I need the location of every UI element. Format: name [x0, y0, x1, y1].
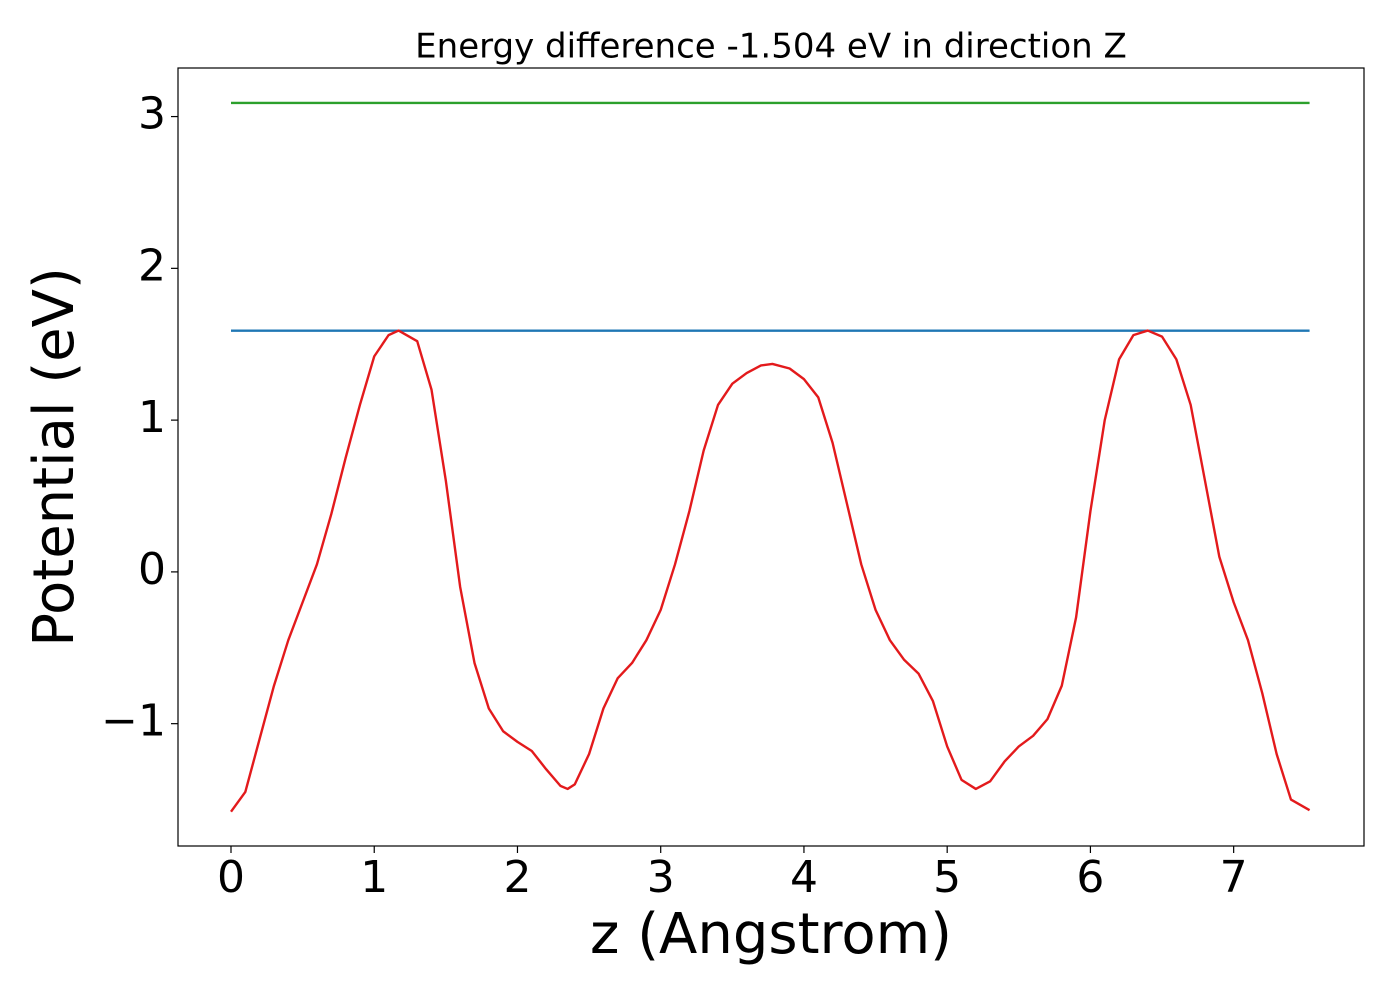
plot-frame [177, 67, 1365, 847]
x-tick-label: 3 [647, 852, 675, 903]
x-tick-label: 0 [217, 852, 245, 903]
data-line [230, 329, 1311, 813]
y-axis-label: Potential (eV) [22, 267, 87, 647]
x-tick-label: 1 [360, 852, 388, 903]
x-tick-label: 5 [933, 852, 961, 903]
y-tick-label: 2 [138, 240, 166, 291]
x-tick-label: 7 [1220, 852, 1248, 903]
y-tick-label: −1 [101, 696, 166, 747]
chart-title: Energy difference -1.504 eV in direction… [415, 27, 1127, 67]
y-tick-label: 0 [138, 544, 166, 595]
x-axis-label: z (Angstrom) [590, 902, 952, 967]
x-tick-label: 6 [1076, 852, 1104, 903]
y-tick-label: 3 [138, 89, 166, 140]
x-tick-label: 2 [503, 852, 531, 903]
y-tick-label: 1 [138, 392, 166, 443]
x-tick-label: 4 [790, 852, 818, 903]
